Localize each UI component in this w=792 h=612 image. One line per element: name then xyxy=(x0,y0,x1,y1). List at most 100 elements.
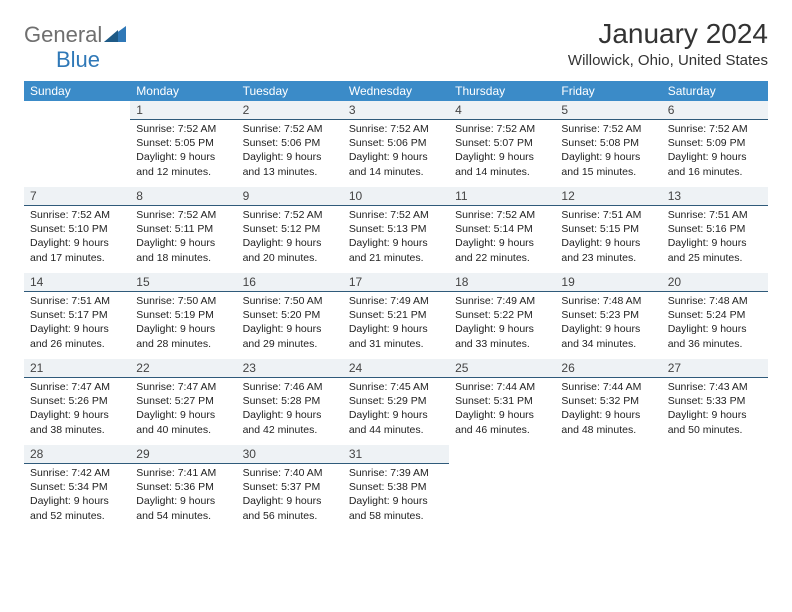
weekday-header: Thursday xyxy=(449,81,555,101)
day-details: Sunrise: 7:47 AMSunset: 5:26 PMDaylight:… xyxy=(24,378,130,443)
sunrise-text: Sunrise: 7:52 AM xyxy=(349,122,443,136)
calendar-week-row: 21Sunrise: 7:47 AMSunset: 5:26 PMDayligh… xyxy=(24,359,768,445)
calendar-day-cell: 2Sunrise: 7:52 AMSunset: 5:06 PMDaylight… xyxy=(237,101,343,187)
sunset-text: Sunset: 5:16 PM xyxy=(668,222,762,236)
sunset-text: Sunset: 5:33 PM xyxy=(668,394,762,408)
weekday-header: Monday xyxy=(130,81,236,101)
sunset-text: Sunset: 5:23 PM xyxy=(561,308,655,322)
calendar-day-cell: 10Sunrise: 7:52 AMSunset: 5:13 PMDayligh… xyxy=(343,187,449,273)
daylight-text: Daylight: 9 hours and 15 minutes. xyxy=(561,150,655,178)
calendar-day-cell: 9Sunrise: 7:52 AMSunset: 5:12 PMDaylight… xyxy=(237,187,343,273)
daylight-text: Daylight: 9 hours and 46 minutes. xyxy=(455,408,549,436)
sunset-text: Sunset: 5:22 PM xyxy=(455,308,549,322)
sunrise-text: Sunrise: 7:51 AM xyxy=(30,294,124,308)
sunrise-text: Sunrise: 7:47 AM xyxy=(136,380,230,394)
calendar-week-row: 7Sunrise: 7:52 AMSunset: 5:10 PMDaylight… xyxy=(24,187,768,273)
day-number: 4 xyxy=(449,101,555,120)
calendar-day-cell: 21Sunrise: 7:47 AMSunset: 5:26 PMDayligh… xyxy=(24,359,130,445)
daylight-text: Daylight: 9 hours and 18 minutes. xyxy=(136,236,230,264)
sunset-text: Sunset: 5:28 PM xyxy=(243,394,337,408)
day-number: 20 xyxy=(662,273,768,292)
daylight-text: Daylight: 9 hours and 29 minutes. xyxy=(243,322,337,350)
day-number: 26 xyxy=(555,359,661,378)
sunrise-text: Sunrise: 7:52 AM xyxy=(668,122,762,136)
daylight-text: Daylight: 9 hours and 50 minutes. xyxy=(668,408,762,436)
weekday-header: Tuesday xyxy=(237,81,343,101)
daylight-text: Daylight: 9 hours and 12 minutes. xyxy=(136,150,230,178)
daylight-text: Daylight: 9 hours and 44 minutes. xyxy=(349,408,443,436)
day-number: 21 xyxy=(24,359,130,378)
daylight-text: Daylight: 9 hours and 28 minutes. xyxy=(136,322,230,350)
sunset-text: Sunset: 5:08 PM xyxy=(561,136,655,150)
calendar-day-cell: 1 Sunrise: 7:52 AMSunset: 5:05 PMDaylight… xyxy=(130,101,236,187)
title-block: January 2024 Willowick, Ohio, United Sta… xyxy=(568,18,768,69)
sunrise-text: Sunrise: 7:40 AM xyxy=(243,466,337,480)
sunrise-text: Sunrise: 7:48 AM xyxy=(668,294,762,308)
sunset-text: Sunset: 5:11 PM xyxy=(136,222,230,236)
calendar-day-cell: 29Sunrise: 7:41 AMSunset: 5:36 PMDayligh… xyxy=(130,445,236,531)
day-details: Sunrise: 7:41 AMSunset: 5:36 PMDaylight:… xyxy=(130,464,236,529)
calendar-page: General January 2024 Willowick, Ohio, Un… xyxy=(0,0,792,549)
weekday-header: Sunday xyxy=(24,81,130,101)
sunset-text: Sunset: 5:20 PM xyxy=(243,308,337,322)
sunset-text: Sunset: 5:27 PM xyxy=(136,394,230,408)
sunrise-text: Sunrise: 7:52 AM xyxy=(561,122,655,136)
day-number: 1 xyxy=(130,101,236,120)
sunset-text: Sunset: 5:13 PM xyxy=(349,222,443,236)
daylight-text: Daylight: 9 hours and 36 minutes. xyxy=(668,322,762,350)
sunrise-text: Sunrise: 7:52 AM xyxy=(30,208,124,222)
daylight-text: Daylight: 9 hours and 31 minutes. xyxy=(349,322,443,350)
calendar-table: SundayMondayTuesdayWednesdayThursdayFrid… xyxy=(24,81,768,531)
calendar-day-cell: 27Sunrise: 7:43 AMSunset: 5:33 PMDayligh… xyxy=(662,359,768,445)
day-details: Sunrise: 7:52 AMSunset: 5:13 PMDaylight:… xyxy=(343,206,449,271)
day-details: Sunrise: 7:49 AMSunset: 5:21 PMDaylight:… xyxy=(343,292,449,357)
day-number: 30 xyxy=(237,445,343,464)
logo-sail-icon xyxy=(104,24,126,47)
sunset-text: Sunset: 5:12 PM xyxy=(243,222,337,236)
day-number: 29 xyxy=(130,445,236,464)
day-details: Sunrise: 7:44 AMSunset: 5:32 PMDaylight:… xyxy=(555,378,661,443)
sunset-text: Sunset: 5:09 PM xyxy=(668,136,762,150)
calendar-day-cell xyxy=(24,101,130,187)
sunset-text: Sunset: 5:06 PM xyxy=(349,136,443,150)
day-number: 25 xyxy=(449,359,555,378)
sunrise-text: Sunrise: 7:41 AM xyxy=(136,466,230,480)
sunrise-text: Sunrise: 7:49 AM xyxy=(455,294,549,308)
day-number: 31 xyxy=(343,445,449,464)
calendar-week-row: 1Sunrise: 7:52 AMSunset: 5:05 PMDaylight… xyxy=(24,101,768,187)
calendar-day-cell: 26Sunrise: 7:44 AMSunset: 5:32 PMDayligh… xyxy=(555,359,661,445)
sunrise-text: Sunrise: 7:49 AM xyxy=(349,294,443,308)
sunset-text: Sunset: 5:07 PM xyxy=(455,136,549,150)
day-number: 10 xyxy=(343,187,449,206)
day-details: Sunrise: 7:42 AMSunset: 5:34 PMDaylight:… xyxy=(24,464,130,529)
sunrise-text: Sunrise: 7:52 AM xyxy=(136,122,230,136)
sunset-text: Sunset: 5:19 PM xyxy=(136,308,230,322)
sunrise-text: Sunrise: 7:46 AM xyxy=(243,380,337,394)
sunrise-text: Sunrise: 7:47 AM xyxy=(30,380,124,394)
logo-word-blue: Blue xyxy=(56,47,100,73)
day-details: Sunrise: 7:46 AMSunset: 5:28 PMDaylight:… xyxy=(237,378,343,443)
calendar-day-cell xyxy=(449,445,555,531)
sunrise-text: Sunrise: 7:42 AM xyxy=(30,466,124,480)
day-details: Sunrise: 7:52 AMSunset: 5:14 PMDaylight:… xyxy=(449,206,555,271)
sunrise-text: Sunrise: 7:48 AM xyxy=(561,294,655,308)
day-details: Sunrise: 7:52 AMSunset: 5:12 PMDaylight:… xyxy=(237,206,343,271)
sunrise-text: Sunrise: 7:45 AM xyxy=(349,380,443,394)
month-title: January 2024 xyxy=(568,18,768,50)
daylight-text: Daylight: 9 hours and 48 minutes. xyxy=(561,408,655,436)
day-number: 3 xyxy=(343,101,449,120)
sunset-text: Sunset: 5:05 PM xyxy=(136,136,230,150)
day-details: Sunrise: 7:50 AMSunset: 5:20 PMDaylight:… xyxy=(237,292,343,357)
location-label: Willowick, Ohio, United States xyxy=(568,52,768,69)
calendar-day-cell: 28Sunrise: 7:42 AMSunset: 5:34 PMDayligh… xyxy=(24,445,130,531)
daylight-text: Daylight: 9 hours and 38 minutes. xyxy=(30,408,124,436)
daylight-text: Daylight: 9 hours and 56 minutes. xyxy=(243,494,337,522)
sunset-text: Sunset: 5:36 PM xyxy=(136,480,230,494)
sunset-text: Sunset: 5:34 PM xyxy=(30,480,124,494)
day-number: 15 xyxy=(130,273,236,292)
day-number: 23 xyxy=(237,359,343,378)
calendar-body: 1Sunrise: 7:52 AMSunset: 5:05 PMDaylight… xyxy=(24,101,768,531)
page-header: General January 2024 Willowick, Ohio, Un… xyxy=(24,18,768,69)
day-details: Sunrise: 7:40 AMSunset: 5:37 PMDaylight:… xyxy=(237,464,343,529)
sunrise-text: Sunrise: 7:39 AM xyxy=(349,466,443,480)
